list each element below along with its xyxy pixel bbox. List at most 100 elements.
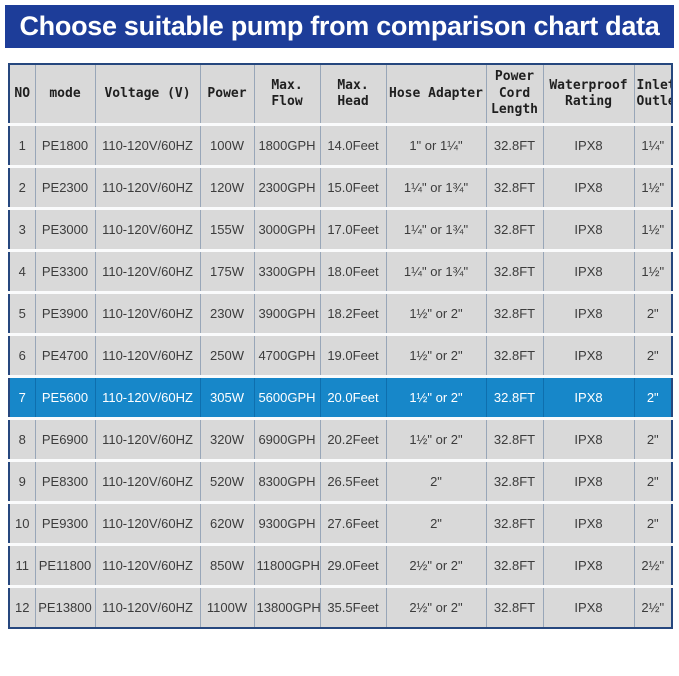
cell-no: 3 (8, 206, 35, 250)
header-row: NO mode Voltage (V) Power Max. Flow Max. Head… (8, 64, 672, 124)
cell-mode: PE2300 (34, 164, 95, 208)
cell-no: 12 (8, 584, 35, 628)
cell-waterproof: IPX8 (542, 122, 634, 166)
cell-power: 520W (199, 458, 254, 502)
cell-max_flow: 6900GPH (253, 416, 320, 460)
column-header-inlet_outlet: Inlet/ Outlet (633, 64, 672, 124)
table-row: 2 PE2300 110-120V/60HZ 120W 2300GPH 15.0Feet 1… (8, 164, 672, 208)
cell-hose_adapter: 2½" or 2" (385, 542, 486, 586)
cell-mode: PE6900 (34, 416, 95, 460)
cell-power: 230W (199, 290, 254, 334)
cell-waterproof: IPX8 (542, 374, 634, 418)
cell-mode: PE3000 (34, 206, 95, 250)
table-header: NO mode Voltage (V) Power Max. Flow Max. Head… (8, 64, 672, 124)
cell-waterproof: IPX8 (542, 542, 634, 586)
cell-no: 6 (8, 332, 35, 376)
cell-max_head: 35.5Feet (319, 584, 386, 628)
column-header-voltage: Voltage (V) (94, 64, 200, 124)
table-row: 10 PE9300 110-120V/60HZ 620W 9300GPH 27.6Feet… (8, 500, 672, 544)
table-row: 5 PE3900 110-120V/60HZ 230W 3900GPH 18.2Feet 1… (8, 290, 672, 334)
cell-max_flow: 4700GPH (253, 332, 320, 376)
column-header-hose_adapter: Hose Adapter (385, 64, 486, 124)
cell-mode: PE9300 (34, 500, 95, 544)
cell-mode: PE8300 (34, 458, 95, 502)
cell-mode: PE11800 (34, 542, 95, 586)
cell-cord_length: 32.8FT (485, 164, 543, 208)
cell-waterproof: IPX8 (542, 164, 634, 208)
cell-voltage: 110-120V/60HZ (94, 332, 200, 376)
cell-max_flow: 9300GPH (253, 500, 320, 544)
cell-power: 620W (199, 500, 254, 544)
cell-hose_adapter: 1½" or 2" (385, 332, 486, 376)
cell-hose_adapter: 2½" or 2" (385, 584, 486, 628)
cell-inlet_outlet: 2" (633, 416, 672, 460)
cell-inlet_outlet: 1¼" (633, 122, 672, 166)
cell-cord_length: 32.8FT (485, 122, 543, 166)
cell-max_head: 26.5Feet (319, 458, 386, 502)
cell-inlet_outlet: 2½" (633, 542, 672, 586)
cell-waterproof: IPX8 (542, 332, 634, 376)
cell-max_flow: 2300GPH (253, 164, 320, 208)
cell-max_head: 15.0Feet (319, 164, 386, 208)
cell-waterproof: IPX8 (542, 584, 634, 628)
cell-max_head: 27.6Feet (319, 500, 386, 544)
cell-max_head: 18.2Feet (319, 290, 386, 334)
cell-voltage: 110-120V/60HZ (94, 122, 200, 166)
cell-max_flow: 1800GPH (253, 122, 320, 166)
cell-no: 1 (8, 122, 35, 166)
table-body: 1 PE1800 110-120V/60HZ 100W 1800GPH 14.0Feet 1… (8, 122, 672, 628)
column-header-power: Power (199, 64, 254, 124)
column-header-no: NO (8, 64, 35, 124)
cell-hose_adapter: 1½" or 2" (385, 416, 486, 460)
cell-mode: PE3300 (34, 248, 95, 292)
table-row: 4 PE3300 110-120V/60HZ 175W 3300GPH 18.0Feet 1… (8, 248, 672, 292)
cell-voltage: 110-120V/60HZ (94, 458, 200, 502)
cell-no: 8 (8, 416, 35, 460)
cell-cord_length: 32.8FT (485, 458, 543, 502)
cell-hose_adapter: 2" (385, 458, 486, 502)
cell-mode: PE3900 (34, 290, 95, 334)
table-row: 7 PE5600 110-120V/60HZ 305W 5600GPH 20.0Feet 1… (8, 374, 672, 418)
cell-cord_length: 32.8FT (485, 500, 543, 544)
cell-max_flow: 11800GPH (253, 542, 320, 586)
cell-max_flow: 13800GPH (253, 584, 320, 628)
page-title: Choose suitable pump from comparison cha… (19, 11, 660, 41)
cell-max_flow: 5600GPH (253, 374, 320, 418)
column-header-mode: mode (34, 64, 95, 124)
table-row: 6 PE4700 110-120V/60HZ 250W 4700GPH 19.0Feet 1… (8, 332, 672, 376)
cell-voltage: 110-120V/60HZ (94, 248, 200, 292)
table-row: 12 PE13800 110-120V/60HZ 1100W 13800GPH 35.5F… (8, 584, 672, 628)
table-row: 1 PE1800 110-120V/60HZ 100W 1800GPH 14.0Feet 1… (8, 122, 672, 166)
cell-voltage: 110-120V/60HZ (94, 206, 200, 250)
cell-inlet_outlet: 2" (633, 290, 672, 334)
cell-voltage: 110-120V/60HZ (94, 500, 200, 544)
cell-max_flow: 3900GPH (253, 290, 320, 334)
cell-max_flow: 8300GPH (253, 458, 320, 502)
column-header-max_head: Max. Head (319, 64, 386, 124)
cell-no: 2 (8, 164, 35, 208)
table-row: 9 PE8300 110-120V/60HZ 520W 8300GPH 26.5Feet 2… (8, 458, 672, 502)
cell-inlet_outlet: 1½" (633, 206, 672, 250)
cell-cord_length: 32.8FT (485, 290, 543, 334)
cell-power: 1100W (199, 584, 254, 628)
cell-inlet_outlet: 2" (633, 332, 672, 376)
cell-voltage: 110-120V/60HZ (94, 374, 200, 418)
column-header-cord_length: Power Cord Length (485, 64, 543, 124)
cell-mode: PE1800 (34, 122, 95, 166)
column-header-max_flow: Max. Flow (253, 64, 320, 124)
cell-no: 11 (8, 542, 35, 586)
cell-cord_length: 32.8FT (485, 206, 543, 250)
cell-no: 4 (8, 248, 35, 292)
cell-max_head: 20.0Feet (319, 374, 386, 418)
cell-power: 250W (199, 332, 254, 376)
cell-inlet_outlet: 2½" (633, 584, 672, 628)
cell-voltage: 110-120V/60HZ (94, 164, 200, 208)
cell-max_head: 17.0Feet (319, 206, 386, 250)
cell-max_head: 20.2Feet (319, 416, 386, 460)
table-row: 3 PE3000 110-120V/60HZ 155W 3000GPH 17.0Feet 1… (8, 206, 672, 250)
cell-max_head: 19.0Feet (319, 332, 386, 376)
cell-inlet_outlet: 1½" (633, 248, 672, 292)
cell-voltage: 110-120V/60HZ (94, 542, 200, 586)
cell-no: 9 (8, 458, 35, 502)
cell-hose_adapter: 1¼" or 1¾" (385, 164, 486, 208)
